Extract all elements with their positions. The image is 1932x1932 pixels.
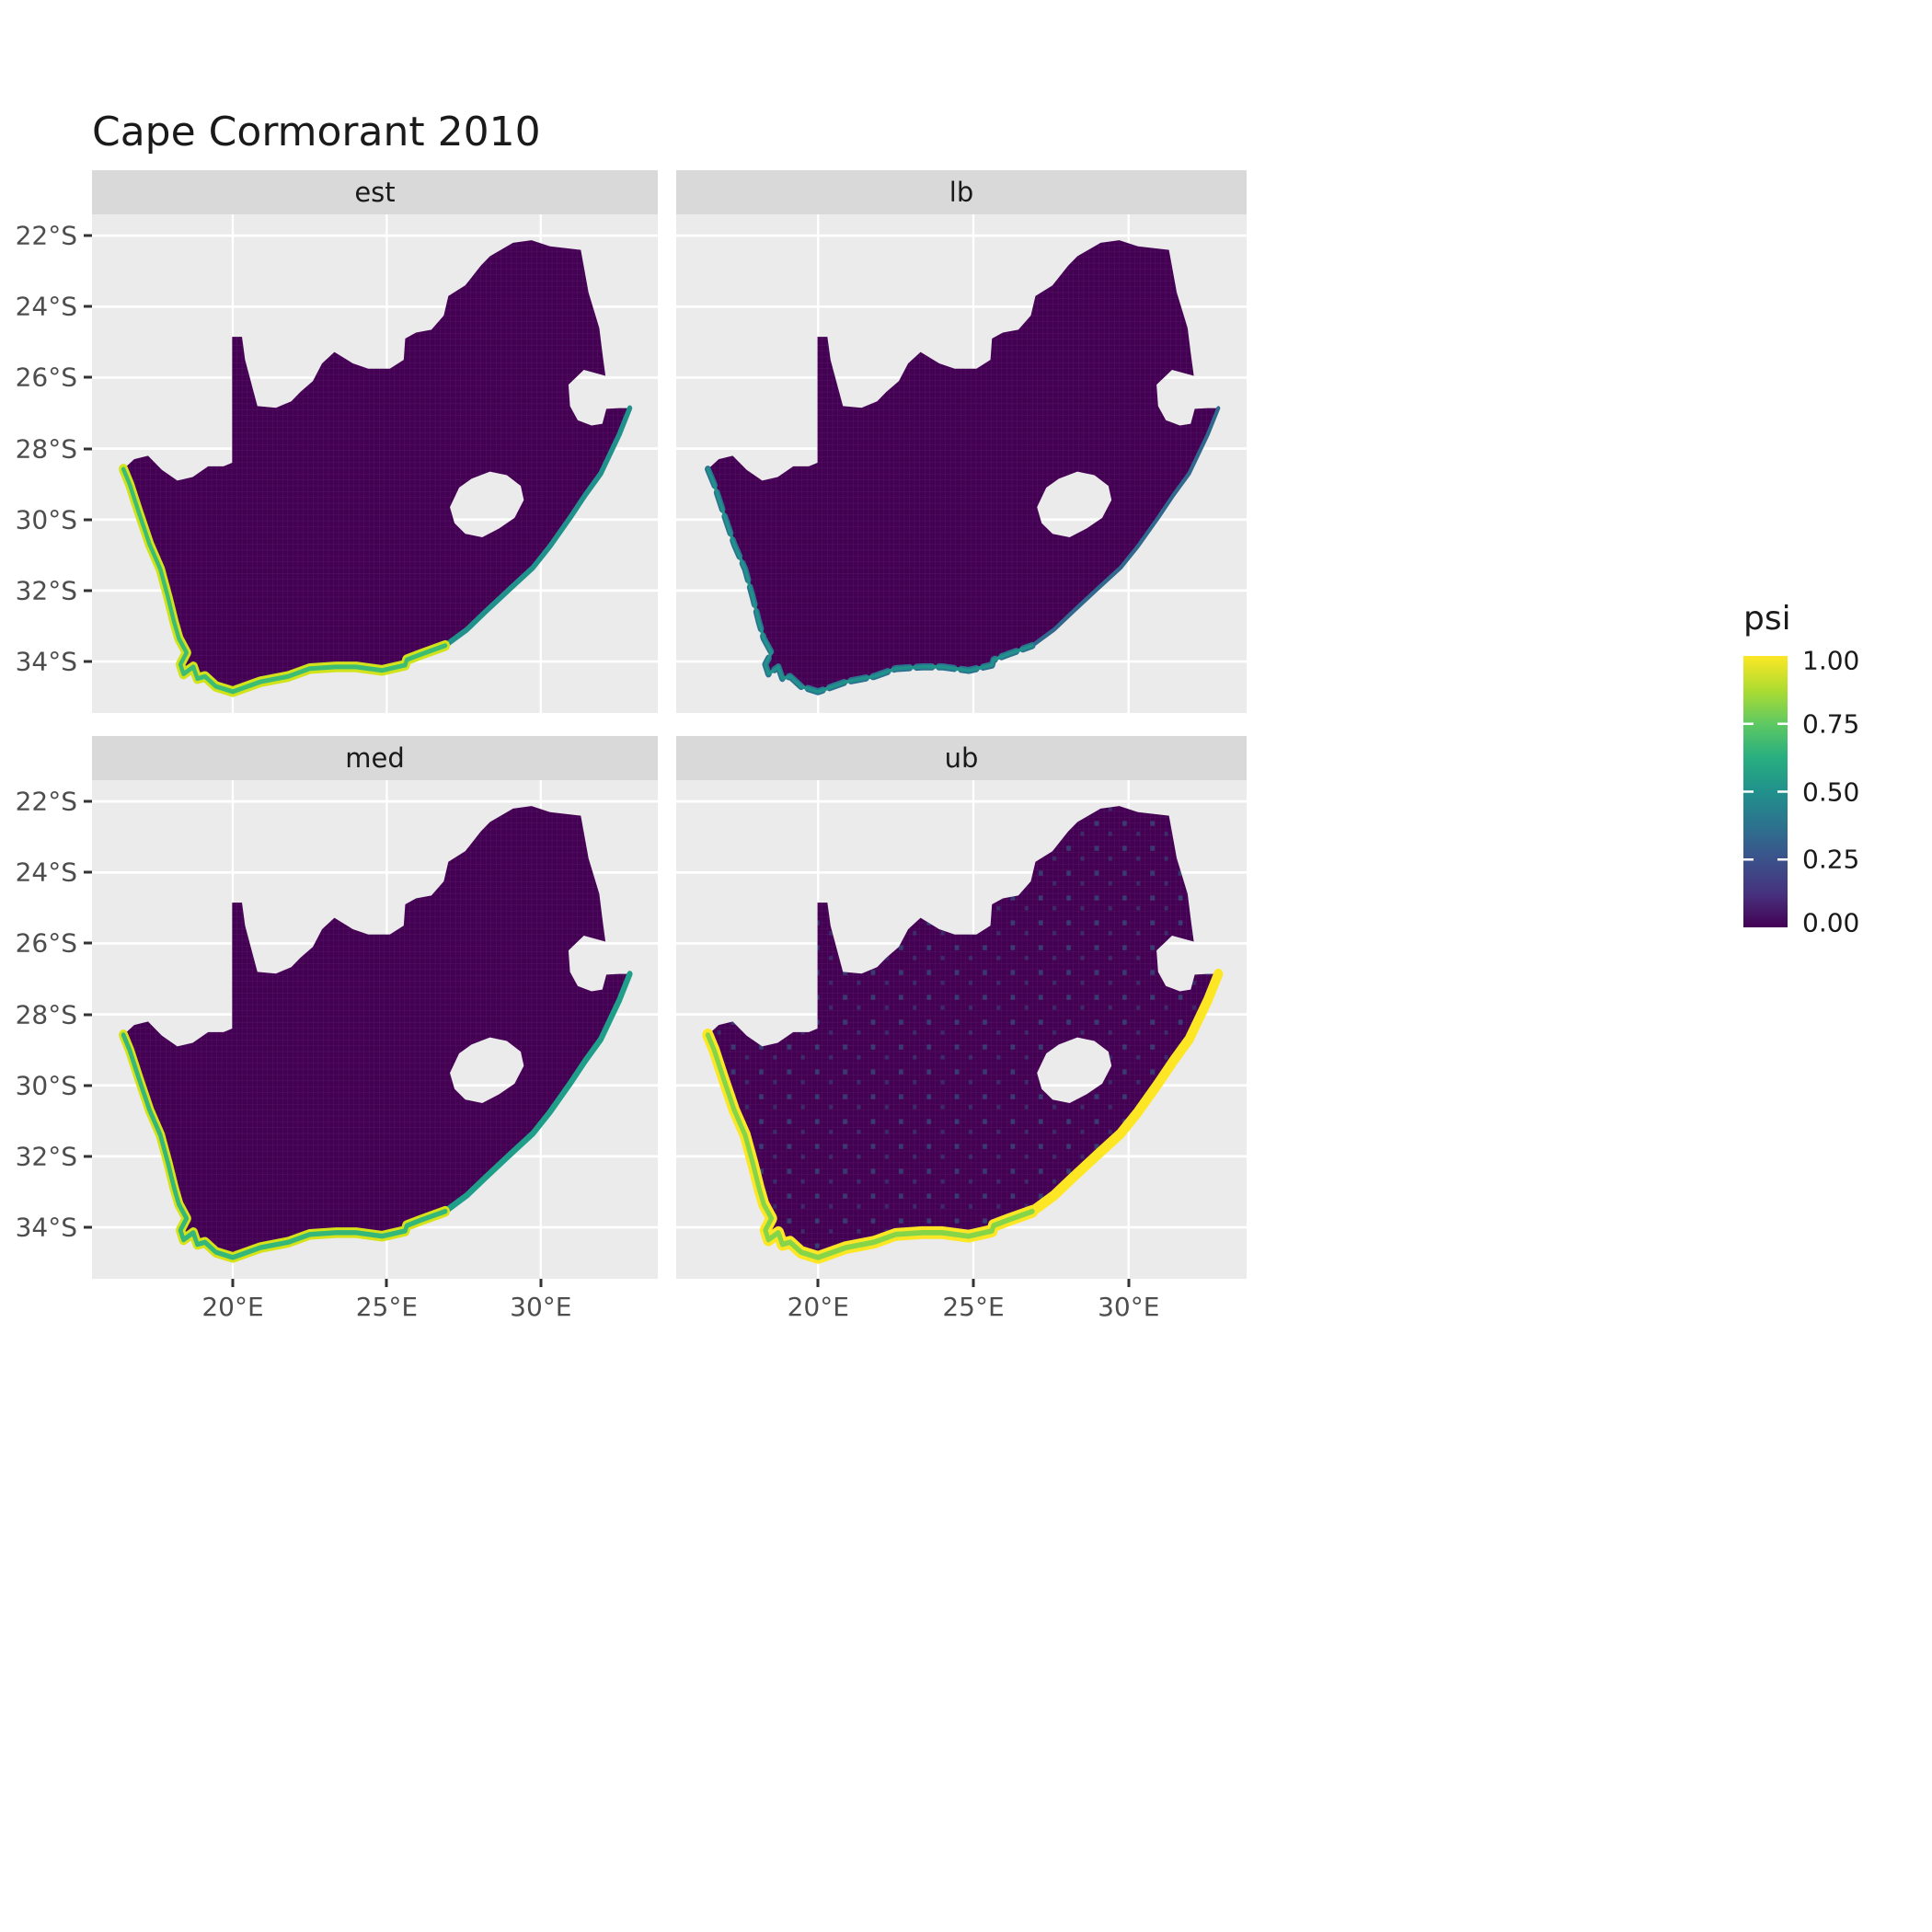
y-axis-tick <box>84 1013 92 1017</box>
y-axis-tick <box>84 305 92 308</box>
facet-strip-label: med <box>345 742 405 774</box>
y-axis-label: 24°S <box>15 857 77 888</box>
legend-tick-label: 0.75 <box>1802 708 1860 740</box>
south-africa-map <box>676 214 1247 713</box>
x-axis-label: 20°E <box>201 1292 264 1322</box>
y-axis-label: 30°S <box>15 1070 77 1101</box>
y-axis-tick <box>84 660 92 663</box>
map-panel: 20°E 25°E 30°E <box>676 780 1247 1322</box>
y-axis-label: 32°S <box>15 575 77 606</box>
legend-tick-label: 0.25 <box>1802 844 1860 875</box>
south-africa-map <box>676 780 1247 1279</box>
south-africa-map <box>92 214 658 713</box>
chart-title: Cape Cormorant 2010 <box>92 109 541 155</box>
y-axis-tick <box>84 375 92 379</box>
y-axis-label: 34°S <box>15 646 77 677</box>
y-axis-tick <box>84 941 92 945</box>
legend: psi 1.00 0.75 0.50 0.25 0.00 <box>1743 600 1927 938</box>
y-axis-label: 30°S <box>15 504 77 535</box>
colorbar-gradient <box>1743 656 1788 927</box>
legend-colorbar: 1.00 0.75 0.50 0.25 0.00 <box>1743 646 1927 938</box>
x-axis-tick <box>1127 1279 1131 1287</box>
x-axis-label: 25°E <box>942 1292 1005 1322</box>
facet-strip: ub <box>676 736 1247 780</box>
raster-texture <box>707 240 1219 692</box>
map-panel: 22°S 24°S 26°S 28°S 30°S 32°S 34°S <box>16 214 658 713</box>
y-axis-tick <box>84 1155 92 1158</box>
south-africa-map <box>92 780 658 1279</box>
y-axis-label: 22°S <box>15 220 77 251</box>
x-axis-label: 30°E <box>1098 1292 1160 1322</box>
y-axis-tick <box>84 234 92 237</box>
facet-med: med <box>16 736 658 1322</box>
y-axis-tick <box>84 799 92 803</box>
colorbar-ticks <box>1743 722 1788 861</box>
facet-est: est <box>16 170 658 713</box>
facet-ub: ub <box>676 736 1247 1322</box>
facet-strip-label: lb <box>949 177 974 208</box>
y-axis-label: 34°S <box>15 1212 77 1243</box>
legend-tick-label: 0.00 <box>1802 907 1860 938</box>
legend-tick-label: 1.00 <box>1802 645 1860 676</box>
raster-texture <box>123 806 630 1258</box>
y-axis-tick <box>84 1084 92 1087</box>
x-axis-tick <box>231 1279 235 1287</box>
map-panel: 22°S 24°S 26°S 28°S 30°S 32°S 34°S 20°E … <box>16 780 658 1322</box>
y-axis-label: 26°S <box>15 362 77 393</box>
raster-texture <box>123 240 630 692</box>
y-axis-tick <box>84 870 92 874</box>
facet-strip: lb <box>676 170 1247 214</box>
legend-tick-label: 0.50 <box>1802 776 1860 807</box>
facet-lb: lb <box>676 170 1247 713</box>
y-axis-label: 26°S <box>15 927 77 959</box>
interior-speckle <box>707 806 1219 1258</box>
x-axis-label: 25°E <box>355 1292 419 1322</box>
y-axis-tick <box>84 589 92 592</box>
x-axis-tick <box>385 1279 388 1287</box>
x-axis-label: 30°E <box>510 1292 572 1322</box>
x-axis-label: 20°E <box>787 1292 849 1322</box>
legend-title: psi <box>1743 600 1791 638</box>
y-axis-tick <box>84 1225 92 1229</box>
y-axis-label: 24°S <box>15 291 77 322</box>
x-axis-tick <box>816 1279 820 1287</box>
x-axis-tick <box>972 1279 975 1287</box>
y-axis-label: 28°S <box>15 433 77 465</box>
map-panel <box>676 214 1247 713</box>
y-axis-tick <box>84 447 92 451</box>
facet-strip: med <box>92 736 658 780</box>
facet-strip: est <box>92 170 658 214</box>
y-axis-label: 22°S <box>15 786 77 817</box>
y-axis-tick <box>84 518 92 522</box>
y-axis-label: 32°S <box>15 1141 77 1172</box>
facet-strip-label: est <box>354 177 396 208</box>
y-axis-label: 28°S <box>15 999 77 1030</box>
x-axis-tick <box>539 1279 543 1287</box>
facet-strip-label: ub <box>944 742 979 774</box>
